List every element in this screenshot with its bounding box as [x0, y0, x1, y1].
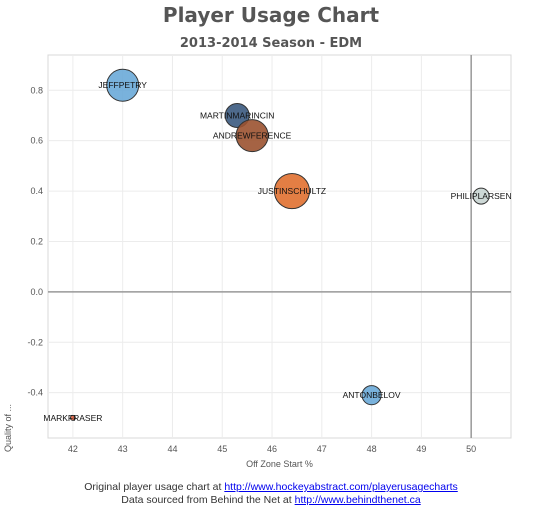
y-axis-title: Quality of ... — [3, 404, 13, 452]
player-bubble — [273, 172, 311, 210]
player-bubble — [106, 68, 140, 102]
y-tick-label: 0.8 — [30, 85, 43, 95]
hockeyabstract-link[interactable]: http://www.hockeyabstract.com/playerusag… — [224, 481, 458, 493]
footer-line-2-text: Data sourced from Behind the Net at — [121, 494, 292, 506]
player-bubble — [361, 385, 382, 406]
player-label: MARKFRASER — [43, 413, 102, 423]
player-label: JUSTINSCHULTZ — [258, 186, 326, 196]
x-tick-label: 47 — [317, 444, 327, 454]
player-bubble — [235, 119, 269, 153]
footer: Original player usage chart at http://ww… — [0, 481, 542, 507]
player-label: ANDREWFERENCE — [213, 131, 292, 141]
plot-area — [47, 54, 512, 439]
x-tick-label: 46 — [267, 444, 277, 454]
x-tick-label: 50 — [466, 444, 476, 454]
y-tick-label: 0.4 — [30, 186, 43, 196]
x-tick-label: 43 — [118, 444, 128, 454]
footer-line-1-text: Original player usage chart at — [84, 481, 222, 493]
player-label: JEFFPETRY — [98, 80, 147, 90]
chart-title: Player Usage Chart — [162, 3, 380, 27]
player-bubble — [472, 187, 490, 205]
player-bubble — [224, 102, 250, 128]
x-tick-label: 48 — [367, 444, 377, 454]
x-axis-title: Off Zone Start % — [246, 459, 313, 469]
x-tick-label: 42 — [68, 444, 78, 454]
x-tick-label: 45 — [217, 444, 227, 454]
y-tick-label: 0.2 — [30, 236, 43, 246]
y-tick-label: 0.6 — [30, 136, 43, 146]
scatter-chart: 42 43 44 45 46 47 48 49 50 -0.4 -0.2 0.0 0.2 0.4 0.6 0.… — [3, 54, 512, 469]
behindthenet-link[interactable]: http://www.behindthenet.ca — [294, 494, 421, 506]
player-bubble — [69, 414, 76, 421]
x-tick-label: 49 — [416, 444, 426, 454]
footer-line-1: Original player usage chart at http://ww… — [0, 481, 542, 494]
y-tick-label: 0.0 — [30, 287, 43, 297]
chart-subtitle: 2013-2014 Season - EDM — [179, 36, 363, 51]
y-tick-label: -0.2 — [27, 337, 43, 347]
player-label: ANTONBELOV — [343, 390, 401, 400]
footer-line-2: Data sourced from Behind the Net at http… — [0, 494, 542, 507]
player-label: PHILIPLARSEN — [451, 191, 512, 201]
x-tick-label: 44 — [167, 444, 177, 454]
player-label: MARTINMARINCIN — [200, 110, 274, 120]
y-tick-label: -0.4 — [27, 388, 43, 398]
